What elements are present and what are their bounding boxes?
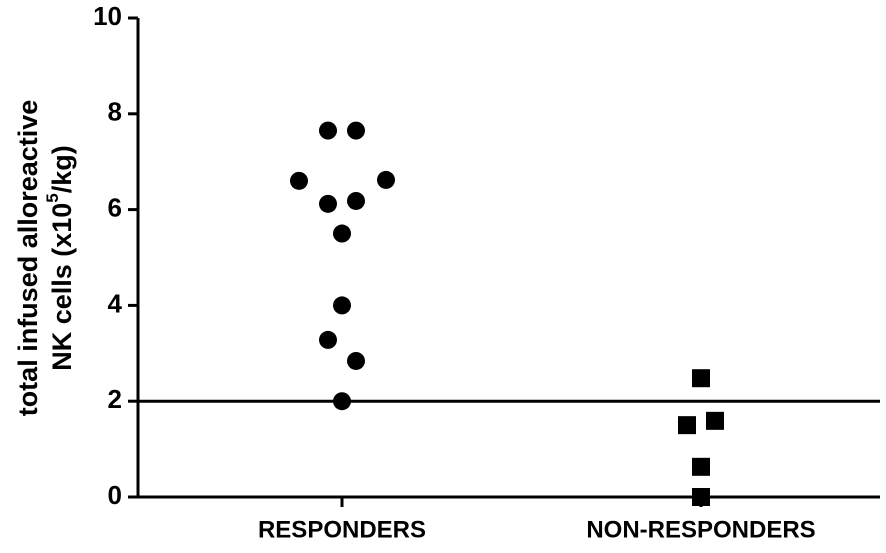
data-point (333, 224, 351, 243)
data-point (319, 194, 337, 213)
data-point (692, 369, 710, 388)
y-tick-label: 6 (108, 192, 122, 222)
y-axis-label-part: NK cells (x10 (47, 203, 77, 371)
y-axis-label: total infused alloreactive (13, 100, 43, 417)
y-tick-label: 4 (108, 288, 123, 318)
y-axis-label-part: /kg) (47, 145, 77, 193)
y-tick-label: 2 (108, 384, 122, 414)
data-point (347, 351, 365, 370)
data-point (377, 170, 395, 189)
data-point (319, 330, 337, 349)
data-point (347, 191, 365, 210)
y-axis-label-superscript: 5 (43, 193, 62, 202)
data-point (333, 296, 351, 315)
data-point (678, 416, 696, 435)
data-point (692, 457, 710, 476)
data-point (692, 488, 710, 506)
x-tick-label: RESPONDERS (258, 516, 426, 543)
y-tick-label: 8 (108, 97, 122, 127)
data-point (290, 171, 308, 190)
y-tick-label: 0 (108, 480, 122, 510)
y-axis-label: NK cells (x105/kg) (43, 145, 77, 371)
data-point (319, 121, 337, 140)
y-tick-label: 10 (93, 1, 122, 31)
data-point (347, 121, 365, 140)
data-point (706, 411, 724, 430)
x-tick-label: NON-RESPONDERS (586, 516, 815, 543)
data-point (333, 392, 351, 411)
